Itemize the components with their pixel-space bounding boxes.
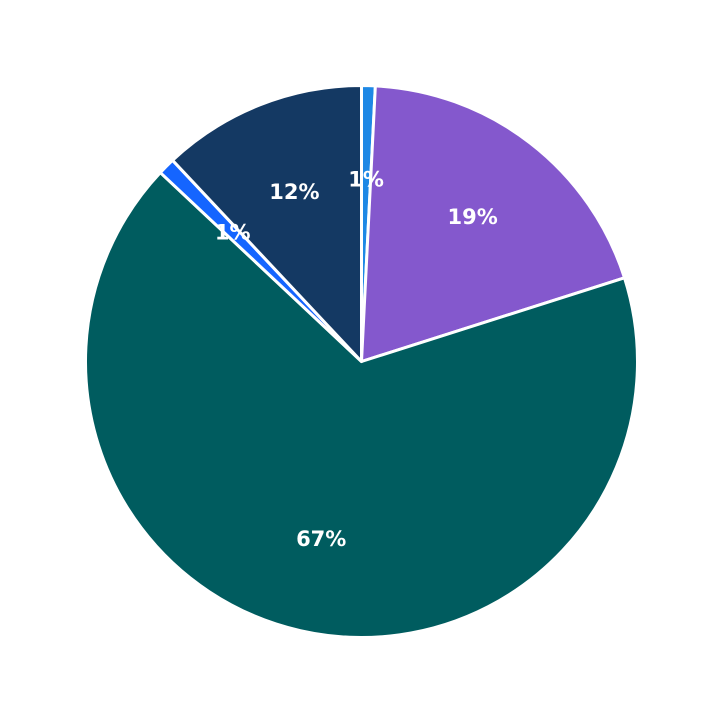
pie-slice-label-1: 19% bbox=[448, 205, 498, 229]
pie-slice-4 bbox=[171, 84, 363, 363]
pie-slice-1 bbox=[360, 84, 627, 363]
pie-slice-2 bbox=[84, 171, 639, 639]
labels-layer: 1% 19% 67% 1% 12% bbox=[215, 167, 498, 551]
pie-slice-label-4: 12% bbox=[269, 180, 319, 204]
pie-slice-label-0: 1% bbox=[348, 167, 384, 191]
pie-slice-label-2: 67% bbox=[296, 527, 346, 551]
slices-layer bbox=[84, 84, 639, 639]
pie-slice-label-3: 1% bbox=[215, 221, 251, 245]
